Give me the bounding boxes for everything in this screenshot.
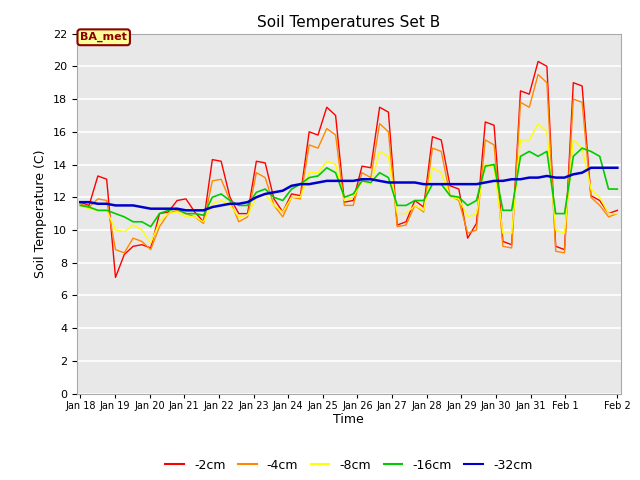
-4cm <box>129 235 137 241</box>
-16cm <box>411 198 419 204</box>
Line: -4cm: -4cm <box>80 74 618 253</box>
-2cm <box>76 199 84 205</box>
-4cm <box>226 198 234 204</box>
-8cm <box>614 211 621 216</box>
X-axis label: Time: Time <box>333 413 364 426</box>
-4cm <box>614 211 621 216</box>
-32cm <box>587 165 595 171</box>
-4cm <box>534 72 542 77</box>
Title: Soil Temperatures Set B: Soil Temperatures Set B <box>257 15 440 30</box>
-4cm <box>120 250 128 256</box>
-2cm <box>614 207 621 213</box>
Y-axis label: Soil Temperature (C): Soil Temperature (C) <box>35 149 47 278</box>
-2cm <box>191 209 198 215</box>
-2cm <box>349 198 357 204</box>
-2cm <box>534 59 542 64</box>
-8cm <box>226 203 234 208</box>
-16cm <box>349 191 357 197</box>
-8cm <box>561 230 568 236</box>
-32cm <box>614 165 621 171</box>
-16cm <box>614 186 621 192</box>
-8cm <box>191 214 198 220</box>
-32cm <box>182 207 189 213</box>
-4cm <box>561 250 568 256</box>
-4cm <box>349 203 357 208</box>
-32cm <box>349 178 357 184</box>
-8cm <box>411 203 419 208</box>
Line: -2cm: -2cm <box>80 61 618 277</box>
-16cm <box>226 198 234 204</box>
-32cm <box>76 199 84 205</box>
Text: BA_met: BA_met <box>80 32 127 42</box>
-2cm <box>129 243 137 249</box>
-8cm <box>147 240 154 246</box>
-8cm <box>120 228 128 234</box>
-8cm <box>349 194 357 200</box>
-4cm <box>76 201 84 207</box>
-32cm <box>120 203 128 208</box>
-32cm <box>552 175 559 180</box>
-2cm <box>561 247 568 252</box>
-16cm <box>191 211 198 216</box>
-4cm <box>191 214 198 220</box>
-16cm <box>76 203 84 208</box>
-32cm <box>411 180 419 185</box>
-32cm <box>191 207 198 213</box>
Line: -32cm: -32cm <box>80 168 618 210</box>
-2cm <box>411 198 419 204</box>
Line: -16cm: -16cm <box>80 148 618 227</box>
-2cm <box>226 194 234 200</box>
-8cm <box>534 120 542 126</box>
-16cm <box>552 211 559 216</box>
-8cm <box>76 203 84 208</box>
Line: -8cm: -8cm <box>80 123 618 243</box>
-32cm <box>226 201 234 207</box>
-4cm <box>411 203 419 208</box>
-16cm <box>579 145 586 151</box>
-2cm <box>111 275 119 280</box>
Legend: -2cm, -4cm, -8cm, -16cm, -32cm: -2cm, -4cm, -8cm, -16cm, -32cm <box>160 454 538 477</box>
-16cm <box>147 224 154 229</box>
-16cm <box>120 214 128 220</box>
